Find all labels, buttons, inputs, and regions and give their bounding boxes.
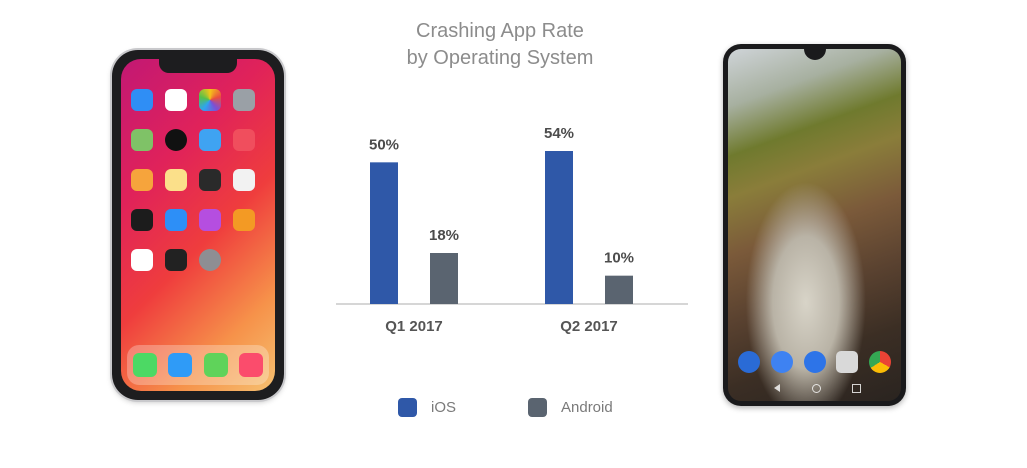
bar-android-q1-2017 bbox=[430, 253, 458, 304]
clock-app-icon bbox=[165, 129, 187, 151]
news-app-icon bbox=[233, 129, 255, 151]
wallet-app-icon bbox=[165, 249, 187, 271]
reminders-app-icon bbox=[233, 169, 255, 191]
notes-app-icon bbox=[165, 169, 187, 191]
data-label-android-q1-2017: 18% bbox=[429, 227, 459, 244]
weather-app-icon bbox=[199, 129, 221, 151]
chart-title: Crashing App Rate by Operating System bbox=[340, 18, 660, 72]
android-nav-bar bbox=[768, 383, 861, 393]
legend-label-ios: iOS bbox=[431, 398, 457, 416]
home-circle-icon bbox=[811, 383, 821, 393]
camera-app-icon bbox=[836, 351, 859, 373]
chart-title-line-1: Crashing App Rate bbox=[416, 20, 584, 42]
camera-app-icon bbox=[233, 89, 255, 111]
chart-title-line-2: by Operating System bbox=[406, 47, 594, 69]
maps-app-icon bbox=[131, 129, 153, 151]
android-screen bbox=[728, 49, 901, 401]
app-store-icon bbox=[165, 209, 187, 231]
iphone-app-grid bbox=[131, 89, 265, 271]
legend-item-android: Android bbox=[528, 397, 613, 417]
legend-swatch-ios bbox=[398, 397, 417, 417]
bar-android-q2-2017 bbox=[605, 275, 633, 304]
health-app-icon bbox=[131, 249, 153, 271]
home-app-icon bbox=[131, 169, 153, 191]
back-icon bbox=[768, 384, 780, 392]
calendar-app-icon bbox=[165, 89, 187, 111]
music-app-icon bbox=[239, 353, 264, 377]
legend-item-ios: iOS bbox=[398, 397, 456, 417]
iphone-illustration bbox=[112, 50, 284, 400]
settings-app-icon bbox=[199, 249, 221, 271]
x-tick-label-q1-2017: Q1 2017 bbox=[385, 318, 443, 335]
itunes-star-icon bbox=[199, 209, 221, 231]
x-tick-label-q2-2017: Q2 2017 bbox=[560, 318, 618, 335]
data-label-ios-q2-2017: 54% bbox=[544, 125, 574, 142]
phone-app-icon bbox=[738, 351, 760, 373]
iphone-dock bbox=[127, 345, 269, 385]
iphone-notch bbox=[159, 59, 237, 73]
contacts-app-icon bbox=[803, 351, 826, 373]
legend-swatch-android bbox=[528, 397, 547, 417]
phone-app-icon bbox=[132, 353, 157, 377]
iphone-screen bbox=[121, 59, 275, 391]
android-dock bbox=[738, 351, 891, 375]
chrome-app-icon bbox=[869, 351, 891, 373]
photos-app-icon bbox=[199, 89, 221, 111]
bar-ios-q1-2017 bbox=[370, 162, 398, 304]
recents-square-icon bbox=[852, 383, 861, 393]
safari-app-icon bbox=[168, 353, 193, 377]
mail-app-icon bbox=[131, 89, 153, 111]
data-label-android-q2-2017: 10% bbox=[604, 250, 634, 267]
tv-app-icon bbox=[131, 209, 153, 231]
data-label-ios-q1-2017: 50% bbox=[369, 136, 399, 153]
bar-ios-q2-2017 bbox=[545, 151, 573, 304]
android-phone-illustration bbox=[723, 44, 906, 406]
books-app-icon bbox=[233, 209, 255, 231]
messages-app-icon bbox=[770, 351, 793, 373]
messages-app-icon bbox=[203, 353, 228, 377]
legend-label-android: Android bbox=[561, 398, 613, 416]
stocks-app-icon bbox=[199, 169, 221, 191]
android-camera-notch bbox=[803, 49, 826, 60]
